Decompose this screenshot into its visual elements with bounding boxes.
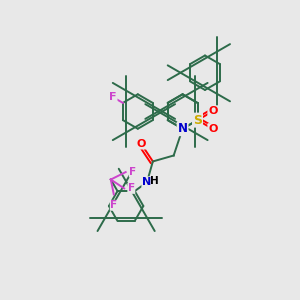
Text: H: H [150, 176, 159, 186]
Text: F: F [128, 183, 135, 194]
Text: F: F [110, 200, 117, 210]
Text: F: F [109, 92, 117, 102]
Text: S: S [193, 114, 202, 127]
Text: N: N [178, 122, 188, 135]
Text: N: N [142, 177, 152, 187]
Text: O: O [208, 106, 218, 116]
Text: O: O [136, 139, 146, 148]
Text: F: F [129, 167, 137, 177]
Text: O: O [208, 124, 218, 134]
